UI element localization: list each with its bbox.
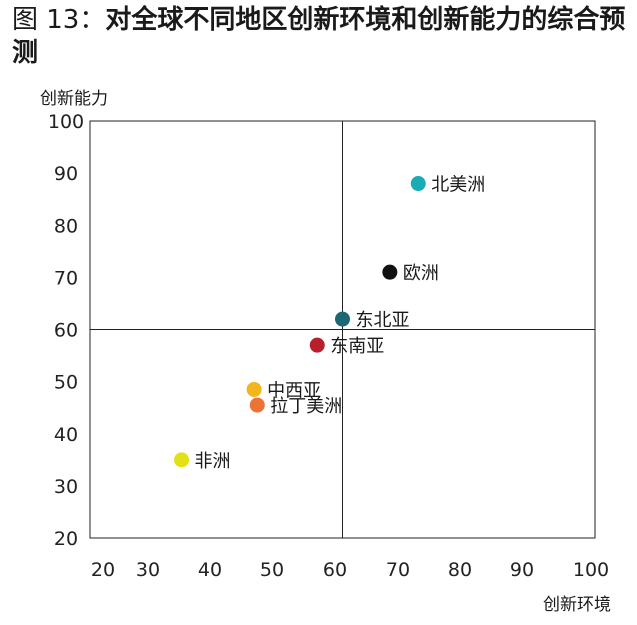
y-tick-label: 20 — [54, 528, 78, 550]
x-tick-label: 20 — [91, 559, 115, 581]
y-tick-label: 30 — [54, 476, 78, 498]
data-point-label: 欧洲 — [403, 263, 439, 284]
y-tick-label: 60 — [54, 320, 78, 342]
x-tick-label: 80 — [448, 559, 472, 581]
data-point — [382, 264, 398, 280]
y-tick-label: 100 — [48, 111, 84, 133]
data-point — [249, 397, 265, 413]
data-point — [410, 176, 426, 192]
data-point-label: 北美洲 — [431, 175, 485, 196]
x-tick-label: 40 — [198, 559, 222, 581]
x-tick-label: 50 — [260, 559, 284, 581]
data-point — [335, 311, 350, 327]
figure-number: 图 13： — [12, 5, 106, 35]
chart-title: 图 13：对全球不同地区创新环境和创新能力的综合预测 — [12, 4, 627, 70]
y-tick-label: 40 — [54, 424, 78, 446]
x-tick-label: 100 — [573, 559, 609, 581]
y-tick-label: 70 — [54, 267, 78, 289]
y-tick-label: 80 — [54, 215, 78, 237]
data-point-label: 东南亚 — [330, 336, 384, 357]
data-point-label: 中西亚 — [267, 380, 321, 401]
data-point-label: 拉丁美洲 — [270, 396, 342, 417]
data-point — [174, 452, 190, 468]
x-tick-label: 30 — [136, 559, 160, 581]
x-tick-label: 60 — [323, 559, 347, 581]
data-point — [246, 381, 262, 397]
x-tick-label: 90 — [510, 559, 534, 581]
chart-title-text: 对全球不同地区创新环境和创新能力的综合预测 — [12, 5, 626, 68]
x-tick-label: 70 — [386, 559, 410, 581]
data-point-label: 东北亚 — [356, 310, 410, 331]
y-axis-label: 创新能力 — [40, 89, 108, 109]
data-point-label: 非洲 — [195, 451, 231, 472]
y-tick-label: 50 — [54, 372, 78, 394]
data-point — [309, 337, 325, 353]
y-tick-label: 90 — [54, 163, 78, 185]
x-axis-label: 创新环境 — [543, 595, 611, 615]
